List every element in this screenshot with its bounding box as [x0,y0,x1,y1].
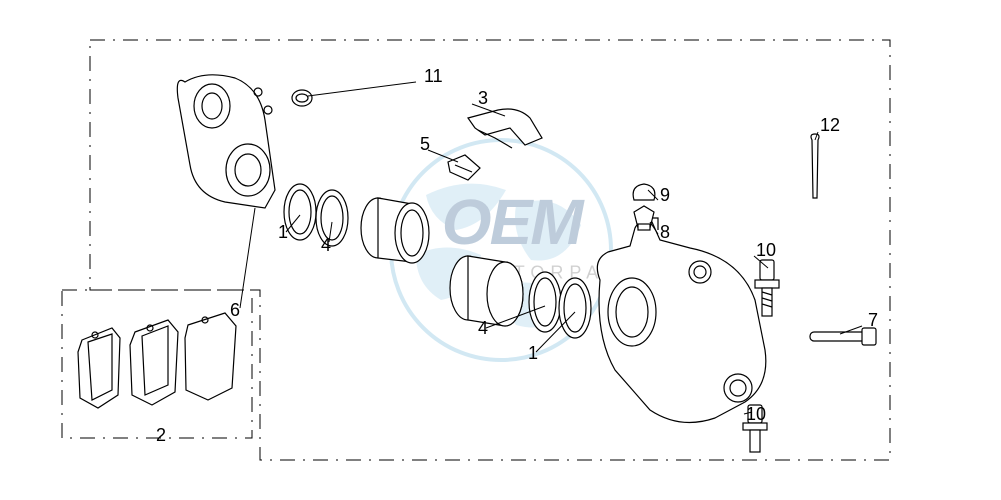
part-caliper-body [597,218,766,423]
callout-1b: 1 [528,343,538,364]
callout-5: 5 [420,134,430,155]
parts-drawing [0,0,1001,500]
part-piston-upper [361,198,429,263]
part-bolt-upper [755,260,779,316]
callout-1a: 1 [278,222,288,243]
part-caliper-bracket [177,75,275,208]
part-retainer-clip [448,155,480,180]
callout-11: 11 [424,66,443,87]
callout-4b: 4 [478,318,488,339]
part-pad-spring [468,109,542,148]
callout-7: 7 [868,310,878,331]
part-pin [810,328,876,345]
callout-2: 2 [156,425,166,446]
part-brake-pads [78,313,236,408]
callout-6: 6 [230,300,240,321]
callout-12: 12 [820,115,840,136]
callout-4a: 4 [321,235,331,256]
callout-3: 3 [478,88,488,109]
part-o-ring [292,90,312,106]
callout-10a: 10 [756,240,776,261]
callout-10b: 10 [746,404,766,425]
callout-8: 8 [660,222,670,243]
callout-9: 9 [660,185,670,206]
diagram-container: OEM MOTORPARTS [0,0,1001,500]
part-bleed-screw [634,206,654,230]
part-cotter-pin [811,134,819,198]
part-piston-lower [450,256,523,326]
part-bleed-cap [633,184,655,200]
part-seals-upper [284,184,348,246]
